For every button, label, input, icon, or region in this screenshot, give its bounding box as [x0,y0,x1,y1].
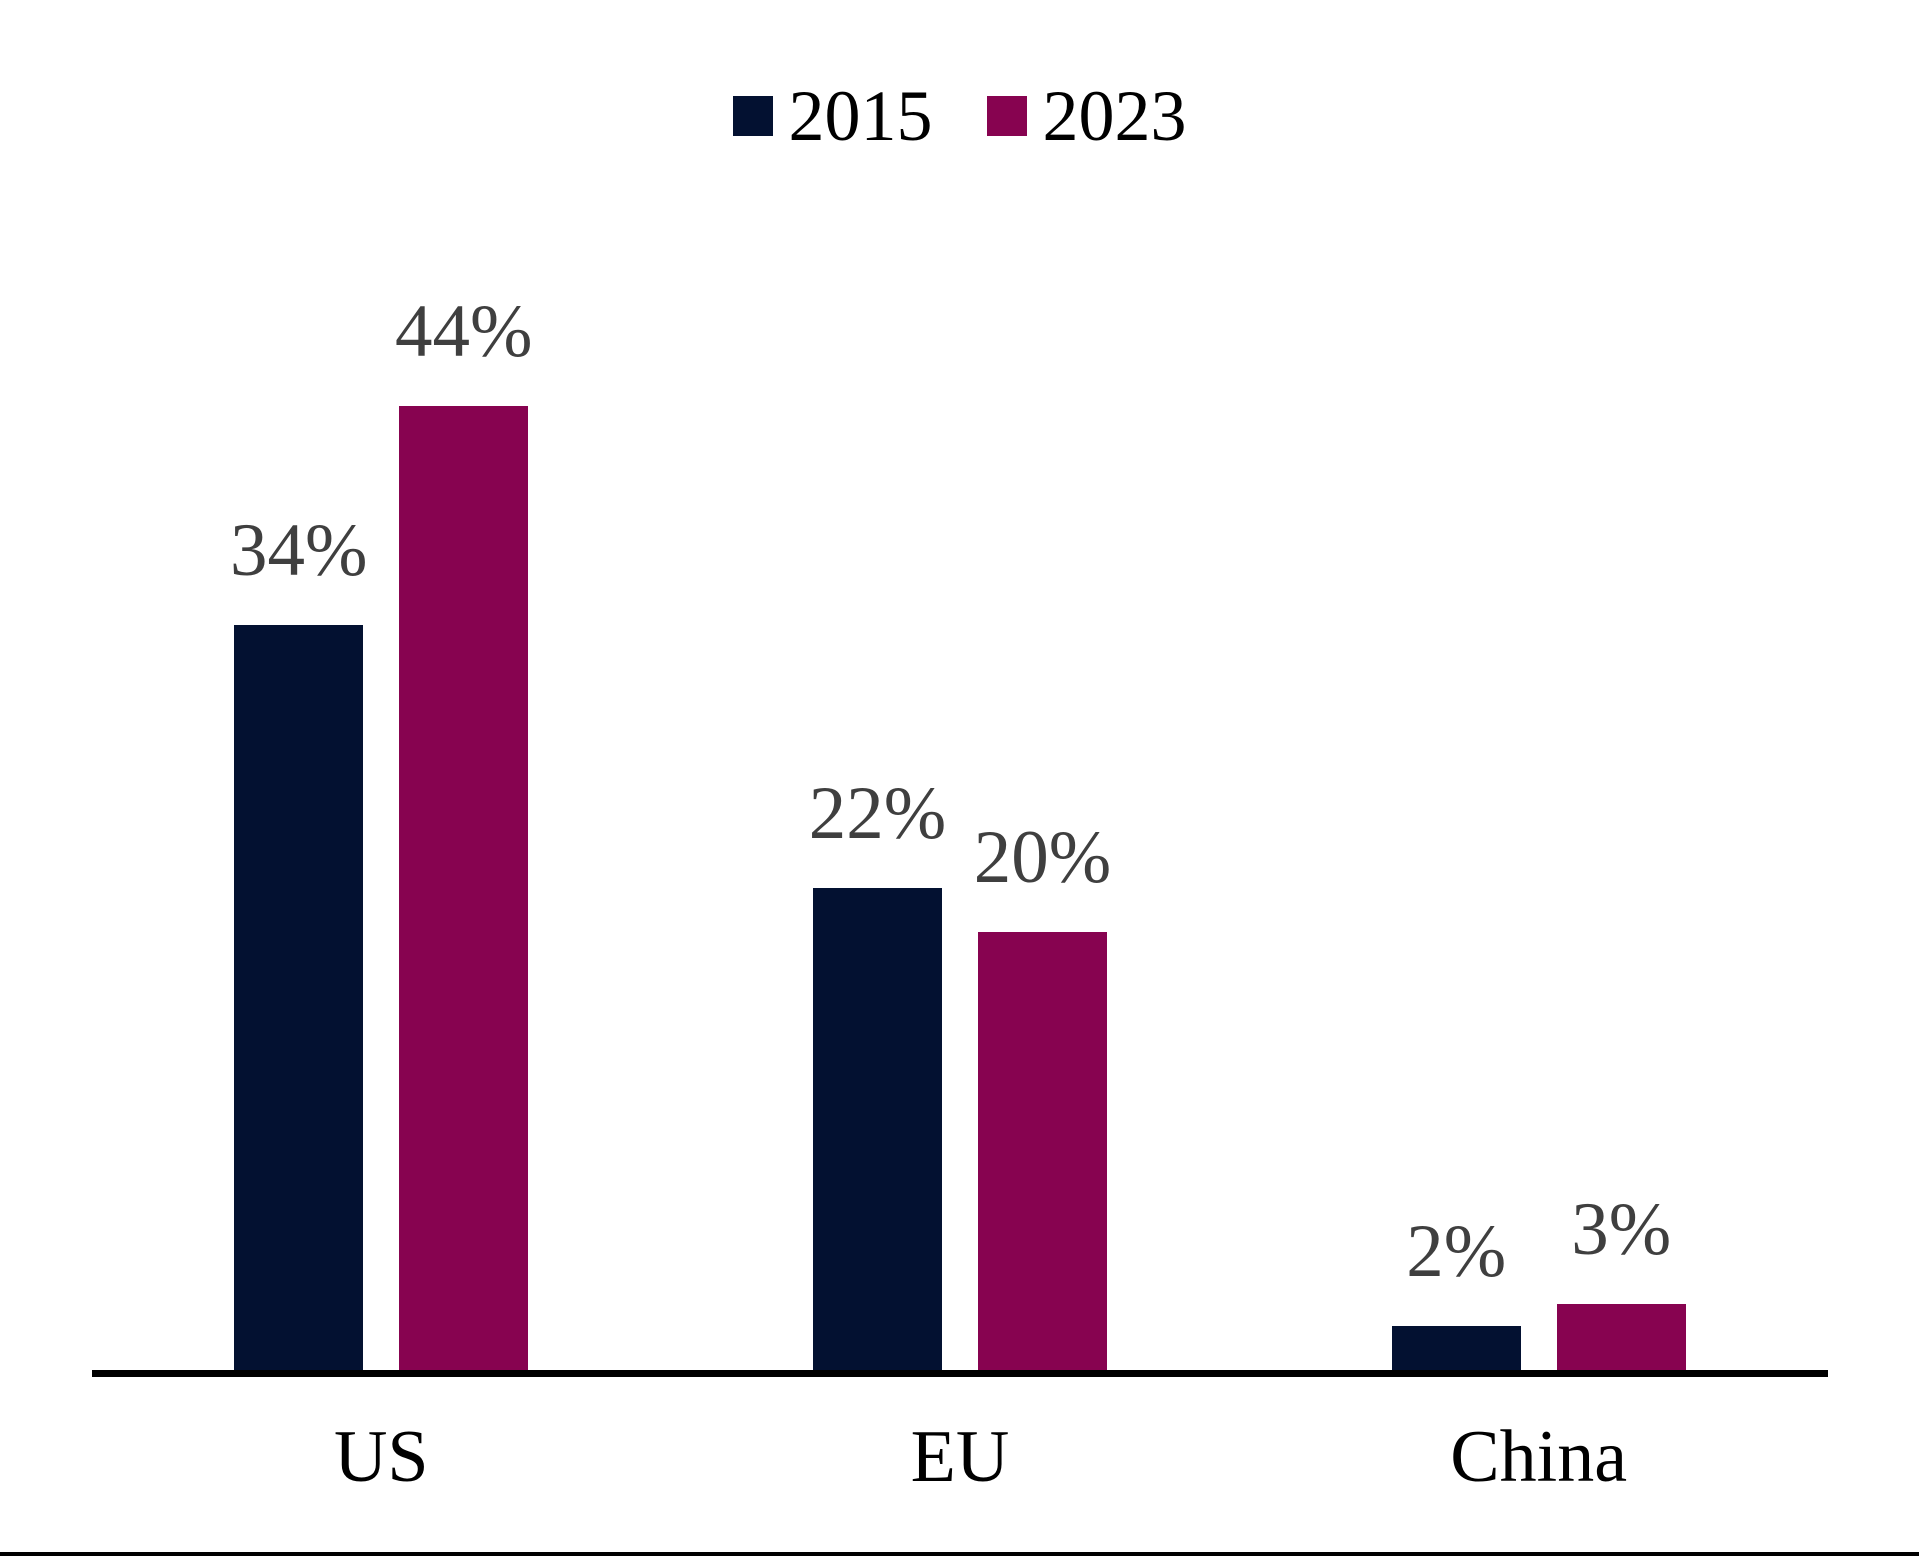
legend-label-2023: 2023 [1042,76,1187,156]
legend-item-2023: 2023 [986,76,1187,156]
bar-china-2015 [1391,1326,1521,1370]
category-label-us: US [333,1416,429,1498]
bar-china-2023 [1556,1304,1686,1370]
bar-us-2023 [399,406,529,1370]
legend-swatch-2023 [986,96,1027,136]
bottom-border-rule [0,1552,1919,1556]
x-axis-line [92,1370,1828,1377]
value-label-eu-2015: 22% [808,772,947,856]
category-label-china: China [1450,1416,1628,1498]
bar-us-2015 [234,625,364,1370]
legend-item-2015: 2015 [732,76,933,156]
value-label-us-2015: 34% [230,509,368,593]
value-label-china-2015: 2% [1406,1210,1507,1294]
value-label-china-2023: 3% [1571,1188,1672,1272]
legend-swatch-2015 [732,96,773,136]
legend: 2015 2023 [0,80,1919,152]
category-label-eu: EU [910,1416,1010,1498]
legend-label-2015: 2015 [788,76,933,156]
value-label-eu-2023: 20% [973,816,1112,899]
bar-eu-2015 [813,888,942,1370]
value-label-us-2023: 44% [395,290,533,374]
bar-eu-2023 [978,932,1107,1370]
